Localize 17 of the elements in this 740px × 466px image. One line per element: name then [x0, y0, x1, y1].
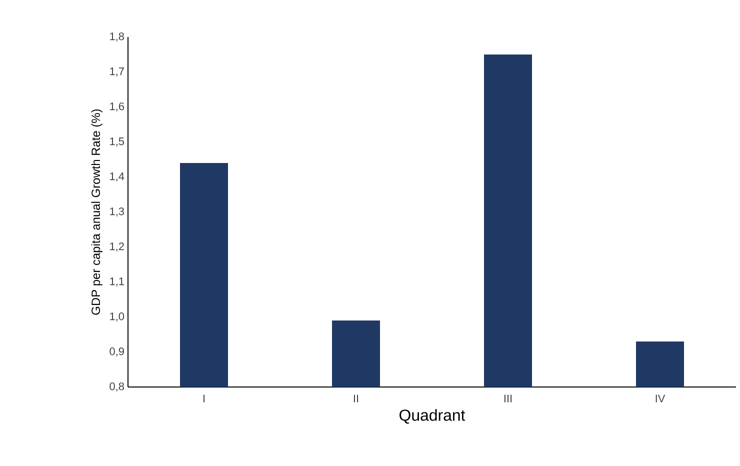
x-tick-label: III	[504, 394, 512, 402]
x-tick-label: I	[203, 394, 205, 402]
y-tick-label: 1,4	[110, 172, 124, 182]
y-tick-label: 1,0	[110, 312, 124, 322]
y-tick-label: 1,8	[110, 32, 124, 42]
y-tick-label: 1,1	[110, 278, 124, 286]
y-tick-label: 1,5	[110, 138, 124, 146]
y-tick-label: 1,2	[110, 242, 124, 252]
y-tick-label: 0,9	[110, 347, 124, 357]
y-axis-title: GDP per capita anual Growth Rate (%)	[91, 109, 102, 315]
y-tick-label: 1,7	[110, 68, 124, 76]
x-tick-label: II	[354, 394, 358, 402]
y-tick-label: 1,3	[110, 207, 124, 217]
x-tick-label: IV	[656, 394, 666, 402]
y-tick-label: 1,6	[110, 102, 124, 112]
x-axis-title: Quadrant	[400, 409, 466, 424]
y-tick-label: 0,8	[110, 382, 124, 392]
